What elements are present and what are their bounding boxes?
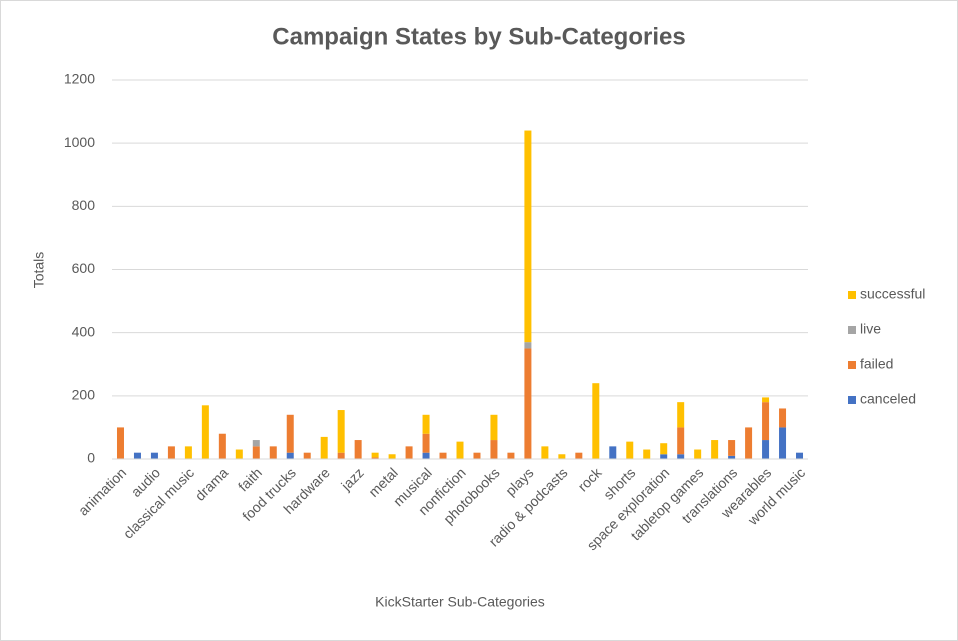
bar-segment [745,427,753,459]
bar-segment [388,454,396,459]
bar-segment [422,452,430,459]
bar-segment [762,440,770,459]
bar-segment [524,348,532,459]
chart-title: Campaign States by Sub-Categories [272,23,685,50]
legend-label: live [860,321,881,337]
bar-segment [337,410,345,453]
legend-swatch [848,361,856,369]
bar-segment [677,454,685,459]
bar-segment [405,446,413,459]
y-tick-label: 800 [72,197,96,213]
y-axis-label: Totals [31,252,47,289]
bar-segment [796,452,804,459]
legend-label: successful [860,286,925,302]
legend-swatch [848,396,856,404]
y-tick-label: 1000 [64,134,95,150]
bar-segment [371,457,379,459]
bar-segment [575,452,583,459]
y-tick-label: 400 [72,323,96,339]
bar-segment [218,433,226,459]
bar-segment [728,455,736,459]
y-tick-label: 200 [72,387,96,403]
bar-segment [354,440,362,459]
x-axis-label: KickStarter Sub-Categories [375,594,545,610]
bar-segment [422,433,430,453]
bar-segment [252,440,260,447]
legend-swatch [848,291,856,299]
bar-segment [677,402,685,428]
bar-segment [609,446,617,459]
bar-segment [490,414,498,441]
bar-segment [626,441,634,459]
bar-segment [473,452,481,459]
bar-segment [371,452,379,458]
bar-segment [524,130,532,343]
bar-segment [320,436,328,459]
bar-segment [303,452,311,459]
bar-segment [286,452,294,459]
y-tick-label: 600 [72,260,96,276]
legend-label: failed [860,356,893,372]
bar-segment [728,440,736,456]
bar-segment [558,454,566,459]
bar-segment [524,342,532,349]
bar-segment [184,446,192,459]
bar-segment [167,446,175,459]
bar-segment [286,414,294,453]
bar-segment [116,427,124,459]
legend-label: canceled [860,391,916,407]
bar-segment [694,449,702,459]
bar-segment [201,405,209,459]
bar-segment [507,452,515,459]
bar-segment [269,446,277,459]
legend-swatch [848,326,856,334]
bar-segment [150,452,158,459]
bar-segment [762,397,770,403]
bar-segment [490,440,498,459]
bar-segment [541,446,549,459]
bar-segment [456,441,464,459]
y-tick-label: 0 [87,450,95,466]
bar-segment [660,443,668,455]
bar-segment [762,402,770,441]
y-tick-label: 1200 [64,71,95,87]
bar-segment [711,440,719,459]
bar-segment [235,449,243,459]
bar-segment [337,452,345,459]
bar-segment [422,414,430,434]
bar-segment [252,446,260,459]
bar-segment [643,449,651,459]
bar-segment [677,427,685,455]
bar-segment [439,452,447,459]
bar-segment [133,452,141,459]
bar-segment [660,454,668,459]
bar-segment [779,408,787,428]
bar-segment [779,427,787,459]
bar-segment [592,383,600,459]
